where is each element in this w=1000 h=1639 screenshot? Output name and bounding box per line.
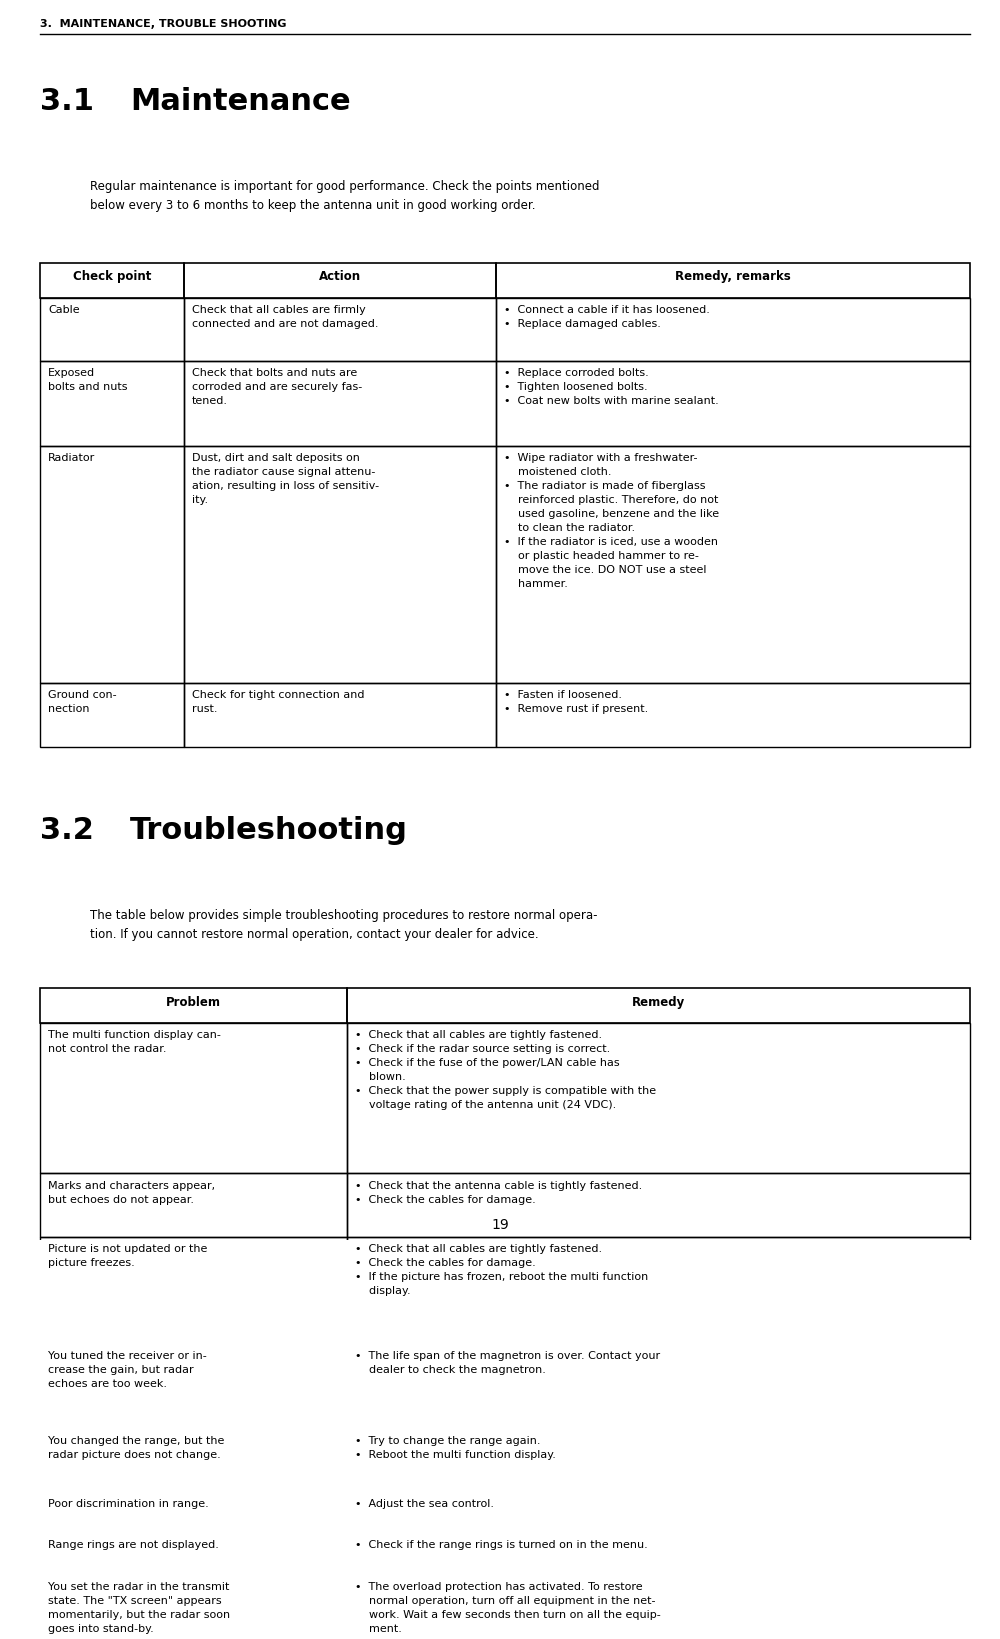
Text: •  The life span of the magnetron is over. Contact your
    dealer to check the : • The life span of the magnetron is over… <box>355 1349 660 1373</box>
Bar <box>40 1575 347 1639</box>
Text: Radiator: Radiator <box>48 454 95 464</box>
Text: •  Wipe radiator with a freshwater-
    moistened cloth.
•  The radiator is made: • Wipe radiator with a freshwater- moist… <box>504 454 719 588</box>
Text: •  Fasten if loosened.
•  Remove rust if present.: • Fasten if loosened. • Remove rust if p… <box>504 690 648 715</box>
Text: •  Replace corroded bolts.
•  Tighten loosened bolts.
•  Coat new bolts with mar: • Replace corroded bolts. • Tighten loos… <box>504 369 718 406</box>
Text: •  Check if the range rings is turned on in the menu.: • Check if the range rings is turned on … <box>355 1539 648 1549</box>
Text: •  Check that all cables are tightly fastened.
•  Check the cables for damage.
•: • Check that all cables are tightly fast… <box>355 1242 648 1295</box>
Bar <box>184 298 496 362</box>
Bar <box>40 1429 347 1491</box>
Text: The table below provides simple troubleshooting procedures to restore normal ope: The table below provides simple troubles… <box>90 908 598 941</box>
Text: You tuned the receiver or in-
crease the gain, but radar
echoes are too week.: You tuned the receiver or in- crease the… <box>48 1349 207 1388</box>
Bar <box>184 264 496 298</box>
Text: 3.2: 3.2 <box>40 815 94 844</box>
Text: •  Connect a cable if it has loosened.
•  Replace damaged cables.: • Connect a cable if it has loosened. • … <box>504 305 710 329</box>
Text: 3.  MAINTENANCE, TROUBLE SHOOTING: 3. MAINTENANCE, TROUBLE SHOOTING <box>40 18 287 28</box>
Bar <box>496 264 970 298</box>
Bar <box>40 683 184 747</box>
Text: Dust, dirt and salt deposits on
the radiator cause signal attenu-
ation, resulti: Dust, dirt and salt deposits on the radi… <box>192 454 379 505</box>
Bar <box>496 362 970 447</box>
Text: Marks and characters appear,
but echoes do not appear.: Marks and characters appear, but echoes … <box>48 1180 215 1203</box>
Bar <box>184 362 496 447</box>
Text: •  The overload protection has activated. To restore
    normal operation, turn : • The overload protection has activated.… <box>355 1582 661 1632</box>
Text: Check point: Check point <box>73 270 151 284</box>
Text: •  Check that all cables are tightly fastened.
•  Check if the radar source sett: • Check that all cables are tightly fast… <box>355 1029 656 1110</box>
Bar <box>40 1532 347 1575</box>
Text: Regular maintenance is important for good performance. Check the points mentione: Regular maintenance is important for goo… <box>90 180 600 211</box>
Text: You set the radar in the transmit
state. The "TX screen" appears
momentarily, bu: You set the radar in the transmit state.… <box>48 1582 230 1632</box>
Bar <box>496 447 970 683</box>
Bar <box>347 1532 970 1575</box>
Text: Poor discrimination in range.: Poor discrimination in range. <box>48 1498 209 1508</box>
Text: Troubleshooting: Troubleshooting <box>130 815 408 844</box>
Text: You changed the range, but the
radar picture does not change.: You changed the range, but the radar pic… <box>48 1434 224 1459</box>
Text: •  Check that the antenna cable is tightly fastened.
•  Check the cables for dam: • Check that the antenna cable is tightl… <box>355 1180 642 1203</box>
Text: Ground con-
nection: Ground con- nection <box>48 690 117 715</box>
Text: Check that all cables are firmly
connected and are not damaged.: Check that all cables are firmly connect… <box>192 305 379 329</box>
Text: Check for tight connection and
rust.: Check for tight connection and rust. <box>192 690 365 715</box>
Bar <box>347 1491 970 1532</box>
Bar <box>40 988 347 1024</box>
Text: Picture is not updated or the
picture freezes.: Picture is not updated or the picture fr… <box>48 1242 207 1267</box>
Text: Check that bolts and nuts are
corroded and are securely fas-
tened.: Check that bolts and nuts are corroded a… <box>192 369 362 406</box>
Bar <box>184 447 496 683</box>
Bar <box>40 447 184 683</box>
Text: Range rings are not displayed.: Range rings are not displayed. <box>48 1539 219 1549</box>
Text: Action: Action <box>319 270 361 284</box>
Bar <box>496 298 970 362</box>
Text: Problem: Problem <box>166 995 221 1008</box>
Bar <box>347 1174 970 1237</box>
Text: The multi function display can-
not control the radar.: The multi function display can- not cont… <box>48 1029 221 1054</box>
Text: Cable: Cable <box>48 305 80 315</box>
Bar <box>40 1024 347 1174</box>
Bar <box>184 683 496 747</box>
Text: •  Try to change the range again.
•  Reboot the multi function display.: • Try to change the range again. • Reboo… <box>355 1434 556 1459</box>
Bar <box>40 362 184 447</box>
Text: Maintenance: Maintenance <box>130 87 351 116</box>
Bar <box>347 988 970 1024</box>
Bar <box>40 1237 347 1344</box>
Bar <box>347 1429 970 1491</box>
Bar <box>40 1491 347 1532</box>
Bar <box>40 1174 347 1237</box>
Bar <box>347 1237 970 1344</box>
Bar <box>40 1344 347 1429</box>
Text: •  Adjust the sea control.: • Adjust the sea control. <box>355 1498 494 1508</box>
Bar <box>496 683 970 747</box>
Bar <box>40 298 184 362</box>
Bar <box>347 1024 970 1174</box>
Bar <box>347 1575 970 1639</box>
Text: Remedy, remarks: Remedy, remarks <box>675 270 791 284</box>
Bar <box>347 1344 970 1429</box>
Text: 3.1: 3.1 <box>40 87 94 116</box>
Text: 19: 19 <box>491 1218 509 1231</box>
Text: Exposed
bolts and nuts: Exposed bolts and nuts <box>48 369 128 392</box>
Text: Remedy: Remedy <box>632 995 685 1008</box>
Bar <box>40 264 184 298</box>
